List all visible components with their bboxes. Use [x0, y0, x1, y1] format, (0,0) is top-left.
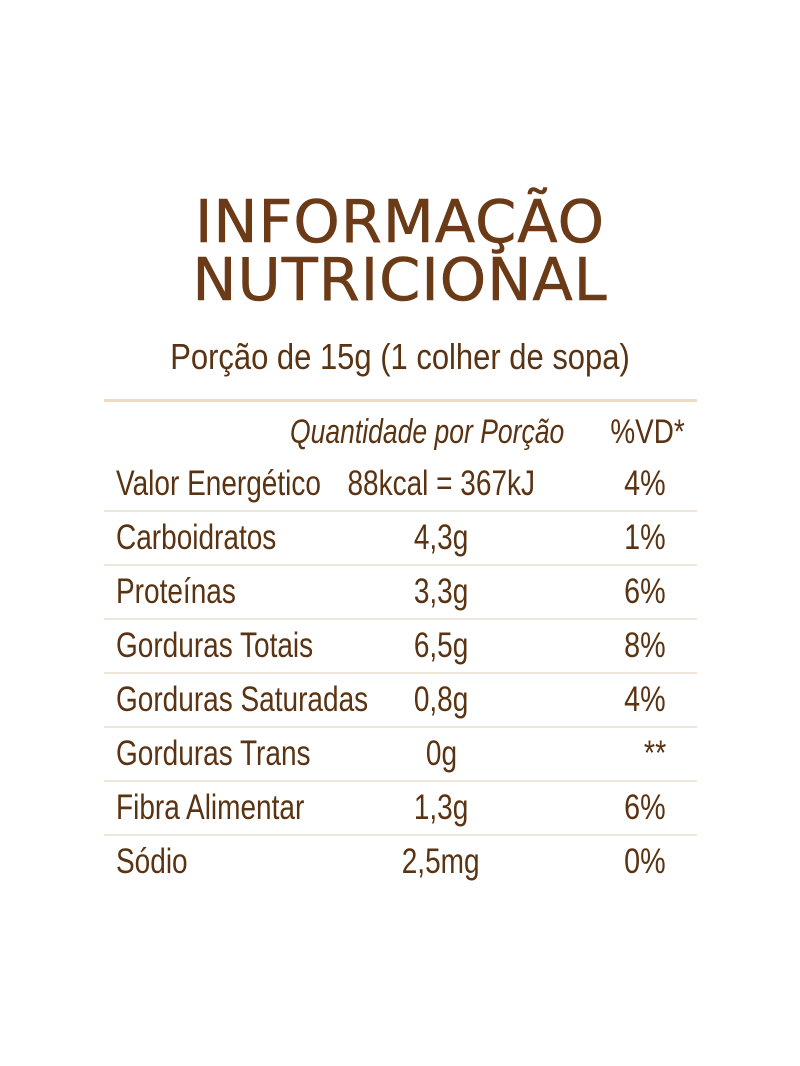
nutrient-daily-value: 6% [624, 572, 666, 611]
amount-text: 4,3g [413, 518, 469, 557]
nutrient-daily-value: 4% [624, 464, 666, 503]
title-line-1: INFORMAÇÃO [194, 187, 606, 256]
nutrient-name: Fibra Alimentar [116, 788, 305, 827]
header-daily-value: %VD* [610, 413, 685, 451]
amount-text: 2,5mg [402, 842, 480, 881]
nutrient-name: Carboidratos [116, 518, 277, 557]
nutrient-name: Gorduras Trans [116, 734, 311, 773]
nutrient-daily-value: 1% [624, 518, 666, 557]
amount-text: 0g [425, 734, 457, 773]
nutrient-daily-value: 0% [624, 842, 666, 881]
table-row-dietary-fiber: Fibra Alimentar 1,3g 6% [104, 782, 697, 836]
nutrition-table: Quantidade por Porção %VD* Valor Energét… [104, 402, 697, 888]
portion-size: Porção de 15g (1 colher de sopa) [170, 336, 630, 377]
table-row-saturated-fat: Gorduras Saturadas 0,8g 4% [104, 674, 697, 728]
table-row-total-fat: Gorduras Totais 6,5g 8% [104, 620, 697, 674]
title-line-2: NUTRICIONAL [192, 245, 608, 314]
amount-text: 88kcal = 367kJ [347, 464, 535, 503]
amount-text: 6,5g [413, 626, 469, 665]
nutrient-name: Proteínas [116, 572, 236, 611]
table-header-row: Quantidade por Porção %VD* [104, 402, 697, 458]
nutrient-daily-value: ** [643, 734, 666, 773]
nutrient-name: Valor Energético [116, 464, 321, 503]
amount-text: 3,3g [413, 572, 469, 611]
table-row-trans-fat: Gorduras Trans 0g ** [104, 728, 697, 782]
nutrient-daily-value: 8% [624, 626, 666, 665]
header-quantity-per-portion: Quantidade por Porção [290, 413, 565, 451]
table-row-sodium: Sódio 2,5mg 0% [104, 836, 697, 888]
header-divider [104, 399, 697, 402]
nutrient-name: Sódio [116, 842, 188, 881]
table-row-carbohydrates: Carboidratos 4,3g 1% [104, 512, 697, 566]
nutrient-name: Gorduras Totais [116, 626, 314, 665]
nutrient-daily-value: 6% [624, 788, 666, 827]
amount-text: 1,3g [413, 788, 469, 827]
nutrient-daily-value: 4% [624, 680, 666, 719]
amount-text: 0,8g [413, 680, 469, 719]
nutrient-name: Gorduras Saturadas [116, 680, 369, 719]
table-row-energy: Valor Energético 88kcal = 367kJ 4% [104, 458, 697, 512]
table-row-proteins: Proteínas 3,3g 6% [104, 566, 697, 620]
